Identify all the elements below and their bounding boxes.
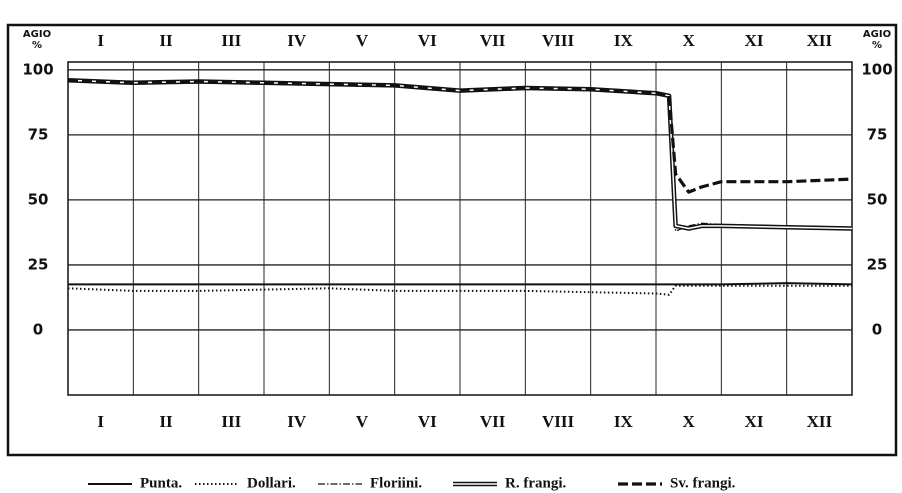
x-tick-label: XII <box>807 412 833 431</box>
x-tick-label: V <box>356 412 369 431</box>
x-tick-label: II <box>159 31 173 50</box>
x-tick-label: V <box>356 31 369 50</box>
y-tick-label: 0 <box>33 320 43 338</box>
y-tick-label: 100 <box>22 60 53 78</box>
legend-label: Sv. frangi. <box>670 475 736 491</box>
x-tick-label: X <box>683 31 696 50</box>
series-line <box>67 284 852 296</box>
y2-label: AGIO <box>863 29 891 40</box>
series-line <box>67 78 853 194</box>
x-tick-label: VIII <box>542 31 575 50</box>
x-tick-label: I <box>97 412 104 431</box>
x-tick-label: II <box>159 412 173 431</box>
x-tick-label: VI <box>418 412 437 431</box>
x-tick-label: XI <box>745 412 764 431</box>
x-tick-label: IX <box>614 31 634 50</box>
x-tick-label: VIII <box>542 412 575 431</box>
series-line <box>68 282 853 286</box>
x-tick-label: III <box>221 412 241 431</box>
x-tick-label: VII <box>480 412 506 431</box>
x-tick-label: XI <box>745 31 764 50</box>
y-label: % <box>32 40 42 51</box>
x-tick-label: XII <box>807 31 833 50</box>
legend-label: Punta. <box>140 475 182 491</box>
x-tick-label: IX <box>614 412 634 431</box>
frame <box>6 23 898 457</box>
x-tick-label: I <box>97 31 104 50</box>
x-tick-label: X <box>683 412 696 431</box>
legend-label: Floriini. <box>370 475 422 491</box>
y2-tick-label: 0 <box>872 320 882 338</box>
x-tick-label: VII <box>480 31 506 50</box>
y2-label: % <box>872 40 882 51</box>
y-tick-label: 75 <box>28 125 49 143</box>
y-tick-label: 50 <box>28 190 49 208</box>
y2-tick-label: 25 <box>867 255 888 273</box>
y-label: AGIO <box>23 29 51 40</box>
y2-tick-label: 50 <box>867 190 888 208</box>
y2-tick-label: 100 <box>861 60 892 78</box>
y-tick-label: 25 <box>28 255 49 273</box>
x-tick-label: VI <box>418 31 437 50</box>
y2-tick-label: 75 <box>867 125 888 143</box>
x-tick-label: III <box>221 31 241 50</box>
legend-label: R. frangi. <box>505 475 566 491</box>
x-tick-label: IV <box>287 412 307 431</box>
x-tick-label: IV <box>287 31 307 50</box>
legend-label: Dollari. <box>247 475 296 491</box>
